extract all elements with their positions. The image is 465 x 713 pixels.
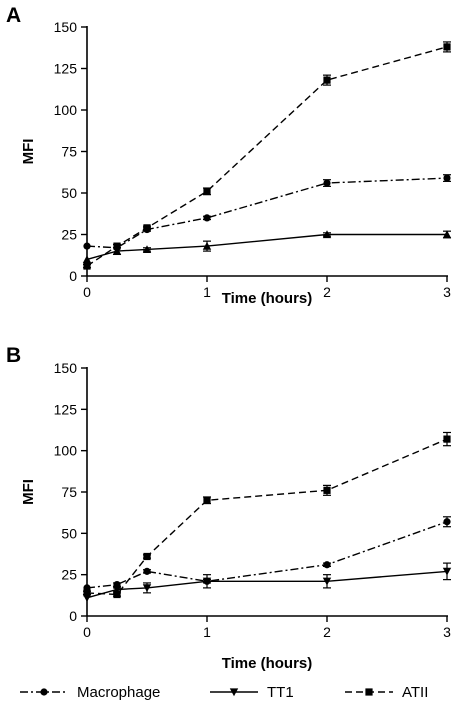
data-point: [203, 187, 211, 195]
legend-item-macrophage: Macrophage: [20, 684, 160, 701]
data-point: [202, 241, 212, 250]
data-point: [442, 567, 452, 576]
y-tick-label: 75: [61, 484, 77, 500]
y-tick-label: 150: [54, 360, 78, 376]
series-macrophage: [83, 516, 451, 592]
data-point: [113, 590, 121, 599]
data-point: [323, 76, 331, 84]
x-axis-title: Time (hours): [222, 290, 313, 307]
panel-b: B 0 25 50 75 100 125 150 0 1 2 3 Time (hours) MFI: [6, 344, 452, 672]
data-point: [322, 230, 332, 239]
series-line: [86, 233, 447, 261]
data-point: [82, 255, 92, 263]
y-tick-label: 50: [61, 185, 77, 201]
data-point: [113, 242, 121, 250]
x-tick-label: 1: [203, 284, 211, 300]
y-tick-label: 150: [54, 19, 78, 35]
x-tick-label: 3: [443, 624, 451, 640]
y-tick-label: 0: [69, 268, 77, 284]
legend-label: ATII: [402, 684, 428, 701]
data-point: [143, 567, 151, 575]
data-point: [323, 486, 331, 494]
x-tick-label: 1: [203, 624, 211, 640]
y-tick-label: 50: [61, 525, 77, 541]
panel-a: A 0 25 50 75 100 125 150 0 1 2 3 Time (hours) MFI: [6, 4, 452, 307]
data-point: [83, 589, 91, 597]
data-point: [143, 224, 151, 232]
series-tt1: [82, 562, 452, 603]
x-tick-label: 0: [83, 284, 91, 300]
legend-label: TT1: [267, 684, 294, 701]
series-atii: [83, 41, 451, 270]
legend: Macrophage TT1 ATII: [20, 684, 428, 701]
y-tick-label: 0: [69, 608, 77, 624]
series-line: [86, 521, 448, 589]
data-point: [83, 242, 91, 250]
y-tick-label: 25: [61, 227, 77, 243]
data-point: [83, 262, 91, 270]
y-tick-label: 25: [61, 567, 77, 583]
y-axis-title: MFI: [20, 479, 37, 505]
legend-item-tt1: TT1: [210, 684, 294, 701]
x-tick-label: 3: [443, 284, 451, 300]
x-tick-label: 2: [323, 624, 331, 640]
y-tick-label: 100: [54, 102, 78, 118]
y-tick-label: 125: [54, 61, 78, 77]
legend-marker: [40, 688, 48, 696]
y-tick-label: 75: [61, 144, 77, 160]
data-point: [112, 585, 122, 594]
panel-label: B: [6, 344, 21, 367]
x-axis-title: Time (hours): [222, 655, 313, 672]
data-point: [203, 214, 211, 222]
x-tick-label: 2: [323, 284, 331, 300]
data-point: [143, 552, 151, 561]
x-tick-label: 0: [83, 624, 91, 640]
data-point: [442, 230, 452, 239]
data-point: [443, 174, 451, 182]
series-line: [86, 46, 448, 267]
panel-label: A: [6, 4, 21, 27]
legend-item-atii: ATII: [345, 684, 428, 701]
data-point: [323, 179, 331, 187]
series-atii: [83, 431, 451, 599]
data-point: [203, 496, 211, 504]
y-axis-title: MFI: [20, 139, 37, 165]
series-line: [86, 570, 448, 599]
legend-marker: [365, 688, 373, 696]
data-point: [202, 577, 212, 586]
data-point: [443, 435, 451, 443]
data-point: [443, 518, 451, 526]
series-line: [86, 177, 448, 249]
data-point: [443, 43, 451, 51]
legend-marker: [229, 688, 239, 697]
series-line: [86, 438, 448, 596]
data-point: [322, 577, 332, 586]
y-tick-label: 100: [54, 443, 78, 459]
data-point: [142, 584, 152, 593]
data-point: [112, 246, 122, 255]
y-tick-label: 125: [54, 401, 78, 417]
data-point: [142, 245, 152, 254]
data-point: [323, 561, 331, 569]
legend-label: Macrophage: [77, 684, 160, 701]
